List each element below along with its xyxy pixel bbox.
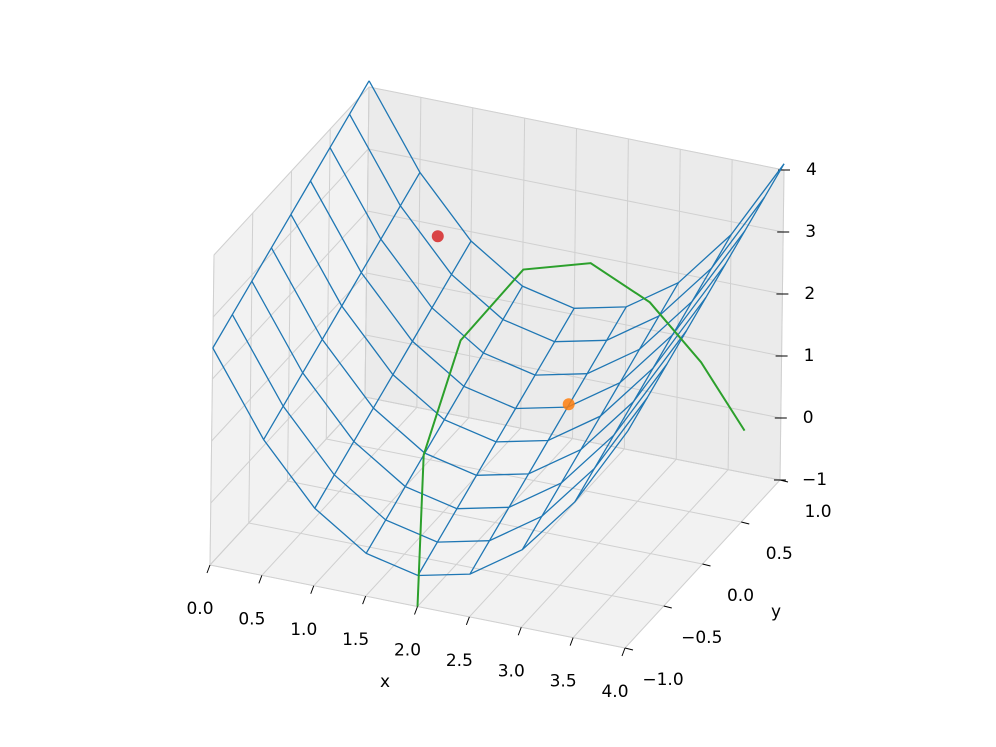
point bbox=[562, 398, 575, 411]
x-tick-label: 3.0 bbox=[498, 661, 525, 681]
grid-line bbox=[325, 128, 331, 440]
wire-line bbox=[314, 240, 472, 509]
x-tick bbox=[310, 585, 315, 594]
grid-line bbox=[212, 210, 368, 380]
x-tick-label: 3.5 bbox=[550, 672, 577, 692]
y-tick bbox=[624, 647, 634, 651]
x-tick bbox=[621, 647, 626, 657]
grid-line bbox=[572, 128, 577, 439]
x-tick-label: 4.0 bbox=[601, 682, 628, 702]
z-tick-label: 4 bbox=[806, 160, 817, 180]
grid-line bbox=[287, 170, 292, 482]
x-tick bbox=[517, 627, 522, 636]
x-tick-label: 2.5 bbox=[446, 651, 473, 671]
grid-line bbox=[368, 86, 785, 171]
point bbox=[431, 230, 444, 243]
grid-line bbox=[209, 396, 366, 566]
grid-line bbox=[623, 138, 629, 449]
x-tick bbox=[362, 595, 367, 605]
wire-line bbox=[627, 163, 785, 432]
z-tick-label: 3 bbox=[805, 222, 816, 242]
grid-line bbox=[368, 148, 784, 233]
x-tick-label: 1.5 bbox=[342, 630, 369, 650]
y-tick-label: 0.5 bbox=[766, 544, 793, 564]
grid-line bbox=[365, 334, 781, 419]
wire-line bbox=[263, 172, 421, 440]
z-tick-label: 2 bbox=[804, 284, 815, 304]
grid-line bbox=[727, 159, 733, 470]
z-tick-label: 1 bbox=[804, 346, 815, 366]
grid-line bbox=[468, 107, 474, 418]
grid-line bbox=[675, 149, 681, 460]
wire-line bbox=[212, 80, 370, 349]
grid-line bbox=[213, 86, 370, 256]
z-tick-label: −1 bbox=[802, 470, 827, 490]
x-axis-label: x bbox=[380, 672, 390, 692]
x-tick bbox=[206, 564, 211, 574]
grid-line bbox=[779, 169, 785, 481]
x-tick-label: 2.0 bbox=[394, 641, 421, 661]
wire-line bbox=[574, 234, 732, 503]
panes bbox=[209, 85, 785, 649]
x-tick-label: 0.5 bbox=[238, 609, 265, 629]
x-tick bbox=[414, 606, 418, 615]
grid-line bbox=[248, 212, 254, 524]
x-tick-label: 0.0 bbox=[186, 599, 213, 619]
z-tick-label: 0 bbox=[803, 408, 814, 428]
x-tick-label: 1.0 bbox=[290, 620, 317, 640]
y-tick bbox=[741, 521, 750, 525]
y-tick-label: 0.0 bbox=[727, 586, 754, 606]
y-axis-label: y bbox=[771, 602, 781, 622]
x-tick bbox=[465, 616, 470, 626]
grid-line bbox=[248, 522, 664, 607]
grid-line bbox=[212, 148, 369, 318]
y-tick-label: −0.5 bbox=[681, 628, 722, 648]
grid-line bbox=[211, 272, 367, 442]
curve bbox=[416, 262, 746, 607]
grid-line bbox=[520, 118, 526, 429]
wire-line bbox=[417, 307, 575, 576]
grid-line bbox=[364, 86, 370, 398]
grid-line bbox=[366, 272, 782, 357]
y-tick-label: 1.0 bbox=[804, 502, 831, 522]
grid-line bbox=[326, 438, 742, 523]
x-tick bbox=[569, 637, 574, 646]
y-tick-label: −1.0 bbox=[642, 670, 683, 690]
wire-line bbox=[469, 306, 627, 575]
x-tick bbox=[258, 575, 263, 584]
wire-line bbox=[521, 282, 680, 551]
y-tick bbox=[702, 563, 711, 567]
wire-line bbox=[365, 285, 524, 554]
grid-line bbox=[209, 254, 215, 566]
grid-line bbox=[416, 97, 422, 408]
y-tick bbox=[663, 605, 672, 609]
